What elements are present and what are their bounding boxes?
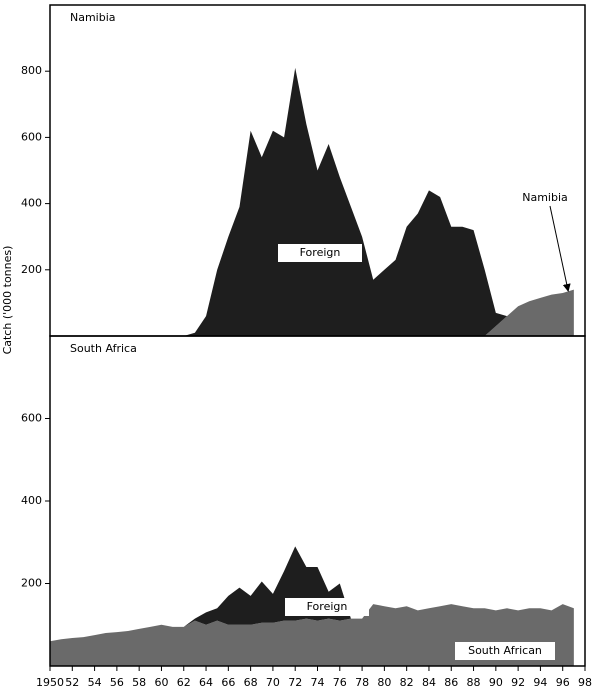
y-tick-label: 600 (21, 412, 42, 425)
area (50, 289, 574, 336)
x-tick-label: 90 (489, 676, 503, 689)
area (50, 67, 574, 336)
y-tick-label: 400 (21, 197, 42, 210)
label-box (285, 598, 369, 616)
x-tick-label: 98 (578, 676, 592, 689)
y-tick-label: 800 (21, 64, 42, 77)
x-tick-label: 84 (422, 676, 436, 689)
x-tick-label: 94 (533, 676, 547, 689)
x-tick-label: 52 (65, 676, 79, 689)
x-tick-label: 80 (377, 676, 391, 689)
series-label: Namibia (522, 191, 568, 204)
label-box (278, 244, 362, 262)
series-label: Foreign (307, 600, 348, 613)
series-label: South African (468, 644, 542, 657)
x-tick-label: 64 (199, 676, 213, 689)
x-tick-label: 76 (333, 676, 347, 689)
panel-title: South Africa (70, 342, 137, 355)
x-tick-label: 88 (467, 676, 481, 689)
x-tick-label: 1950 (36, 676, 64, 689)
panel-title: Namibia (70, 11, 116, 24)
area (50, 546, 574, 642)
annotation-arrow (549, 205, 571, 292)
x-tick-label: 96 (556, 676, 570, 689)
x-tick-label: 82 (400, 676, 414, 689)
x-tick-label: 70 (266, 676, 280, 689)
y-axis-label: Catch ('000 tonnes) (1, 246, 14, 355)
x-tick-label: 54 (88, 676, 102, 689)
series-label: Foreign (300, 246, 341, 259)
x-tick-label: 58 (132, 676, 146, 689)
x-tick-label: 66 (221, 676, 235, 689)
y-tick-label: 200 (21, 263, 42, 276)
label-box (455, 642, 555, 660)
x-tick-label: 56 (110, 676, 124, 689)
x-tick-label: 68 (244, 676, 258, 689)
x-tick-label: 86 (444, 676, 458, 689)
x-tick-label: 60 (154, 676, 168, 689)
y-tick-label: 200 (21, 577, 42, 590)
x-tick-label: 62 (177, 676, 191, 689)
panel-frame (49, 335, 586, 667)
x-tick-label: 92 (511, 676, 525, 689)
area (50, 604, 574, 666)
x-tick-label: 72 (288, 676, 302, 689)
y-tick-label: 600 (21, 130, 42, 143)
x-tick-label: 74 (311, 676, 325, 689)
x-tick-label: 78 (355, 676, 369, 689)
y-tick-label: 400 (21, 494, 42, 507)
